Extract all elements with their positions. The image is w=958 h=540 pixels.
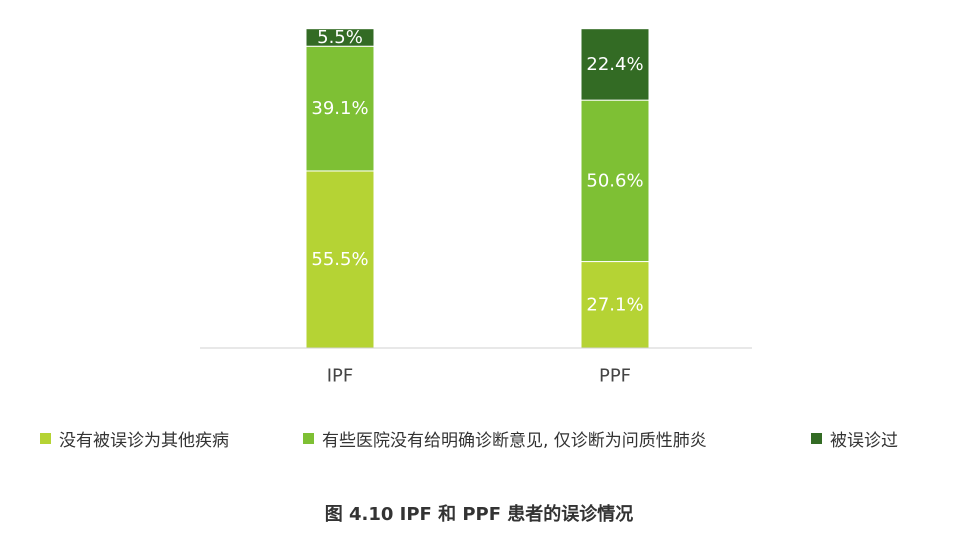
chart-plot: 55.5% 39.1% 5.5% IPF 27.1% 50.6% 22.4% PPF: [200, 27, 752, 387]
figure-caption: 图 4.10 IPF 和 PPF 患者的误诊情况: [324, 504, 634, 525]
data-label-ppf-series-1: 50.6%: [586, 170, 643, 191]
x-tick-label-ipf: IPF: [327, 366, 354, 387]
legend-item-2: 被误诊过: [811, 426, 898, 451]
legend-label-1: 有些医院没有给明确诊断意见, 仅诊断为问质性肺炎: [322, 430, 707, 451]
data-label-ipf-series-2: 5.5%: [317, 27, 363, 48]
legend-item-1: 有些医院没有给明确诊断意见, 仅诊断为问质性肺炎: [303, 426, 707, 451]
data-label-ppf-series-2: 22.4%: [586, 54, 643, 75]
legend-swatch-1: [303, 432, 314, 444]
legend-label-0: 没有被误诊为其他疾病: [59, 430, 229, 451]
bar-ppf-series-2: [580, 28, 650, 101]
bars-layer: [305, 28, 650, 349]
bar-ppf-series-0: [580, 261, 650, 349]
data-label-ipf-series-0: 55.5%: [311, 249, 368, 270]
bar-ppf-series-1: [580, 99, 650, 263]
data-label-ipf-series-1: 39.1%: [311, 98, 368, 119]
legend-label-2: 被误诊过: [830, 430, 898, 451]
labels-layer: 55.5% 39.1% 5.5% IPF 27.1% 50.6% 22.4% PPF: [311, 27, 643, 387]
legend-swatch-2: [811, 432, 822, 444]
bar-ipf-series-2: [305, 28, 375, 47]
legend-swatch-0: [40, 432, 51, 444]
legend-item-0: 没有被误诊为其他疾病: [40, 426, 229, 451]
bar-ipf-series-0: [305, 170, 375, 349]
bar-ipf-series-1: [305, 45, 375, 172]
x-tick-label-ppf: PPF: [599, 366, 631, 387]
data-label-ppf-series-0: 27.1%: [586, 294, 643, 315]
legend: 没有被误诊为其他疾病 有些医院没有给明确诊断意见, 仅诊断为问质性肺炎 被误诊过: [0, 426, 958, 451]
